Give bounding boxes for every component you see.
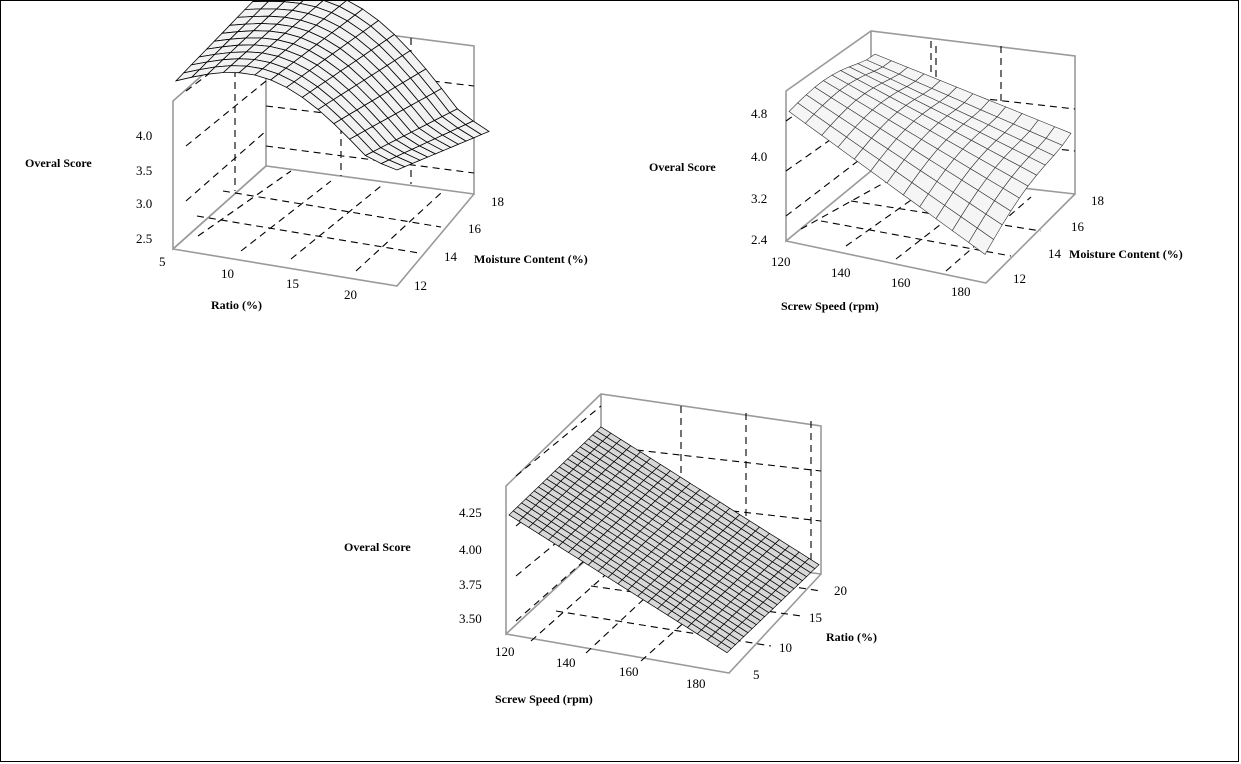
x-axis-label: Screw Speed (rpm)	[781, 299, 879, 313]
x-tick: 140	[831, 265, 851, 280]
z-tick: 3.50	[459, 611, 482, 626]
z-tick: 4.0	[751, 149, 767, 164]
x-tick: 120	[495, 644, 515, 659]
x-tick: 160	[891, 275, 911, 290]
x-tick: 140	[556, 655, 576, 670]
z-tick: 4.00	[459, 542, 482, 557]
z-axis-label: Overal Score	[649, 160, 716, 174]
y-tick: 14	[444, 249, 458, 264]
y-axis-label: Ratio (%)	[826, 630, 877, 644]
z-tick: 4.25	[459, 505, 482, 520]
y-tick: 12	[1013, 271, 1026, 286]
y-tick: 15	[809, 610, 822, 625]
surface-mesh	[174, 1, 490, 171]
y-tick: 16	[468, 221, 482, 236]
floor	[172, 165, 475, 287]
y-tick: 16	[1071, 219, 1085, 234]
x-axis-label: Screw Speed (rpm)	[495, 692, 593, 706]
surface-chart-ratio-moisture: Overal Score 4.0 3.5 3.0 2.5 5 10 15 20 …	[25, 1, 588, 312]
z-tick: 2.5	[136, 231, 152, 246]
surface-mesh	[508, 426, 820, 654]
z-axis-label: Overal Score	[344, 540, 411, 554]
y-tick: 10	[779, 640, 792, 655]
surface-mesh	[788, 53, 1072, 255]
surface-cell	[716, 641, 732, 654]
x-tick: 15	[286, 276, 299, 291]
x-tick: 180	[686, 676, 706, 691]
x-tick: 20	[344, 287, 357, 302]
z-tick: 3.5	[136, 163, 152, 178]
y-tick: 5	[753, 667, 760, 682]
x-tick: 160	[619, 664, 639, 679]
z-tick: 3.0	[136, 196, 152, 211]
y-axis-label: Moisture Content (%)	[474, 252, 588, 266]
x-tick: 10	[221, 266, 234, 281]
x-tick: 5	[159, 254, 166, 269]
z-tick: 3.2	[751, 191, 767, 206]
z-tick: 2.4	[751, 232, 768, 247]
x-axis-label: Ratio (%)	[211, 298, 262, 312]
x-tick: 180	[951, 284, 971, 299]
surface-chart-speed-moisture: Overal Score 4.8 4.0 3.2 2.4 120 140 160…	[649, 30, 1183, 313]
floor	[505, 573, 822, 674]
x-tick: 120	[771, 254, 791, 269]
y-tick: 20	[834, 583, 847, 598]
y-tick: 18	[491, 194, 504, 209]
z-tick: 4.0	[136, 128, 152, 143]
surface-cell	[968, 227, 994, 255]
surface-cell	[380, 159, 406, 171]
z-tick: 3.75	[459, 577, 482, 592]
floor	[785, 193, 1076, 284]
y-tick: 18	[1091, 193, 1104, 208]
y-axis-label: Moisture Content (%)	[1069, 247, 1183, 261]
z-axis-label: Overal Score	[25, 156, 92, 170]
z-tick: 4.8	[751, 106, 767, 121]
surface-chart-speed-ratio: Overal Score 4.25 4.00 3.75 3.50 120 140…	[344, 393, 877, 706]
y-tick: 14	[1048, 246, 1062, 261]
y-tick: 12	[414, 278, 427, 293]
